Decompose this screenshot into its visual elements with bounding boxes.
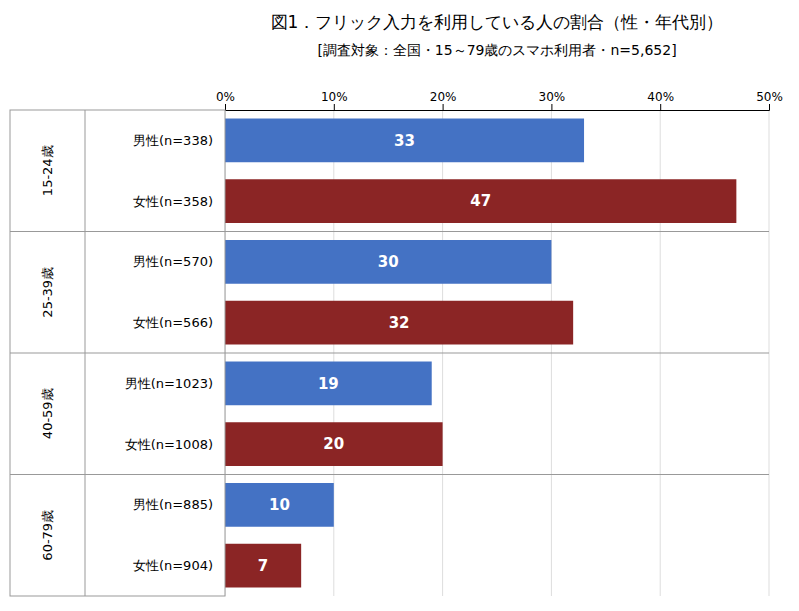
data-label: 33	[394, 132, 415, 150]
group-label: 25-39歳	[40, 267, 55, 318]
tick: 0%	[216, 90, 235, 110]
chart: 図1．フリック入力を利用している人の割合（性・年代別） [調査対象：全国・15～7…	[0, 0, 799, 611]
bar	[225, 301, 573, 345]
category-label: 女性(n=1008)	[125, 437, 213, 452]
bar	[225, 119, 584, 163]
bar	[225, 422, 443, 466]
group-separator	[10, 353, 769, 354]
group-label: 40-59歳	[40, 388, 55, 439]
bar	[225, 483, 334, 527]
data-label: 20	[323, 435, 344, 453]
tick-label: 50%	[756, 90, 783, 104]
category-label: 男性(n=570)	[133, 254, 213, 269]
x-axis: 0% 10% 20% 30% 40% 50%	[216, 90, 783, 111]
category-label: 男性(n=338)	[133, 133, 213, 148]
tick-label: 20%	[430, 90, 457, 104]
category-label: 男性(n=885)	[133, 497, 213, 512]
tick: 30%	[539, 90, 566, 110]
tick-label: 10%	[321, 90, 348, 104]
tick-label: 30%	[539, 90, 566, 104]
group-separator	[10, 474, 769, 475]
bar	[225, 544, 301, 588]
data-label: 47	[470, 192, 491, 210]
tick-mark	[660, 104, 661, 110]
title: 図1．フリック入力を利用している人の割合（性・年代別）	[271, 12, 724, 32]
category-label: 女性(n=904)	[133, 558, 213, 573]
tick: 20%	[430, 90, 457, 110]
group-label: 60-79歳	[40, 510, 55, 561]
data-label: 30	[378, 253, 399, 271]
tick-mark	[225, 104, 226, 110]
tick-mark	[551, 104, 552, 110]
bar	[225, 362, 432, 406]
data-label: 19	[318, 375, 339, 393]
group-label: 15-24歳	[40, 145, 55, 196]
axis-line	[226, 104, 770, 111]
tick-mark	[443, 104, 444, 110]
tick-label: 0%	[216, 90, 235, 104]
subtitle: [調査対象：全国・15～79歳のスマホ利用者・n=5,652]	[317, 42, 676, 58]
tick-mark	[769, 104, 770, 110]
group-separator	[10, 231, 769, 232]
bar	[225, 240, 551, 284]
category-label: 女性(n=566)	[133, 315, 213, 330]
tick-label: 40%	[647, 90, 674, 104]
data-label: 10	[269, 496, 290, 514]
tick-mark	[334, 104, 335, 110]
category-label: 女性(n=358)	[133, 194, 213, 209]
data-label: 32	[389, 314, 410, 332]
tick: 40%	[647, 90, 674, 110]
category-label: 男性(n=1023)	[125, 376, 213, 391]
tick: 50%	[756, 90, 783, 110]
data-label: 7	[258, 557, 268, 575]
plot: 0% 10% 20% 30% 40% 50% 33 47 30 32 19 20 10 7 男性(n=338…	[10, 90, 783, 596]
tick: 10%	[321, 90, 348, 110]
bar	[225, 179, 736, 223]
